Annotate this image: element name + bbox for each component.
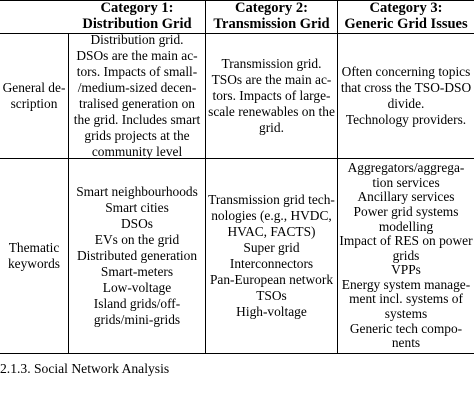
cell-keywords-distribution: Smart neighbourhoods Smart cities DSOs E… [69, 159, 205, 353]
cell-line: Energy system manage- [341, 276, 471, 292]
header-category-1: Category 1: Distribution Grid [69, 1, 205, 33]
cell-line: Transmission grid. [221, 56, 322, 72]
row-label-thematic-keywords: Thematic keywords [0, 159, 68, 353]
cell-line: tors. Impacts of large- [212, 88, 331, 104]
cell-line: Aggregators/aggrega- [347, 160, 465, 176]
header-category-3-line-1: Category 3: [369, 0, 443, 17]
keyword-category-table: Category 1: Distribution Grid Category 2… [0, 0, 474, 354]
header-category-3-line-2: Generic Grid Issues [344, 16, 468, 32]
header-category-1-line-1: Category 1: [100, 0, 174, 17]
cell-line: TSOs are the main ac- [211, 72, 332, 88]
cell-line: that cross the TSO-DSO [340, 80, 472, 96]
cell-line: Transmission grid tech- [208, 192, 335, 208]
cell-line: systems [384, 306, 428, 322]
cell-line: Distributed generation [76, 248, 198, 264]
cell-line: DSOs are the main ac- [76, 48, 198, 64]
cell-line: modelling [378, 218, 434, 234]
table-bottom-rule [0, 353, 474, 354]
cell-line: High-voltage [236, 303, 307, 319]
cell-line: Interconnectors [229, 256, 314, 271]
cell-line: tors. Impacts of small- [76, 64, 198, 80]
cell-line: Ancillary services [357, 189, 455, 205]
cell-line: Pan-European network [209, 271, 334, 287]
cell-line: Power grid systems [353, 203, 459, 219]
header-category-3: Category 3: Generic Grid Issues [338, 1, 474, 33]
column-divider-1 [68, 33, 69, 353]
header-bottom-rule [0, 33, 474, 34]
cell-line: tion services [372, 174, 440, 190]
cell-keywords-generic: Aggregators/aggrega- tion services Ancil… [338, 159, 474, 353]
cell-line: HVAC, FACTS) [227, 224, 316, 240]
cell-line: Low-voltage [102, 279, 172, 295]
cell-line: ment incl. systems of [349, 291, 463, 307]
cell-line: Island grids/off- [93, 295, 181, 311]
cell-line: nologies (e.g., HVDC, [211, 208, 332, 224]
cell-line: grids projects at the [84, 127, 190, 143]
cell-line: /medium-sized decen- [77, 80, 197, 96]
column-divider-3 [337, 0, 338, 353]
cell-line: EVs on the grid [94, 232, 180, 248]
row-label-general-description: General de- scription [0, 34, 68, 158]
cell-line: scale renewables on the [208, 103, 335, 119]
cell-line: Smart neighbourhoods [76, 184, 198, 200]
cell-line: Technology providers. [345, 111, 467, 127]
cell-line: DSOs [121, 216, 153, 232]
header-category-1-line-2: Distribution Grid [82, 16, 192, 32]
cell-general-transmission: Transmission grid. TSOs are the main ac-… [206, 34, 337, 158]
section-heading: 2.1.3. Social Network Analysis [0, 361, 170, 376]
cell-line: TSOs [256, 287, 287, 303]
row-label-line: Thematic [8, 240, 60, 256]
table-top-rule [0, 0, 474, 1]
row-label-line: General de- [2, 80, 66, 96]
header-category-2: Category 2: Transmission Grid [206, 1, 337, 33]
cell-line: divide. [387, 96, 425, 111]
row-label-line: scription [10, 96, 58, 111]
header-category-2-line-2: Transmission Grid [213, 16, 330, 32]
row-divider-rule [0, 158, 474, 159]
header-category-2-line-1: Category 2: [235, 0, 308, 17]
column-divider-2 [205, 0, 206, 353]
cell-line: tralised generation on [78, 96, 195, 111]
cell-keywords-transmission: Transmission grid tech- nologies (e.g., … [206, 159, 337, 353]
cell-line: Distribution grid. [90, 32, 184, 48]
cell-line: grids/mini-grids [93, 311, 181, 327]
cell-general-generic: Often concerning topics that cross the T… [338, 34, 474, 158]
cell-line: nents [391, 335, 421, 351]
cell-line: Super grid [243, 240, 300, 256]
cell-line: Smart-meters [100, 263, 174, 279]
cell-line: VPPs [391, 262, 421, 278]
cell-line: Often concerning topics [341, 64, 471, 80]
cell-line: Impact of RES on power [339, 233, 473, 249]
cell-line: the grid. Includes smart [73, 111, 201, 127]
row-label-line: keywords [7, 256, 61, 271]
cell-line: Smart cities [105, 200, 169, 216]
cell-general-distribution: Distribution grid. DSOs are the main ac-… [69, 32, 205, 159]
cell-line: grids [392, 247, 420, 263]
cell-line: Generic tech compo- [349, 320, 463, 336]
cell-line: community level [91, 143, 183, 159]
cell-line: grid. [259, 119, 284, 135]
